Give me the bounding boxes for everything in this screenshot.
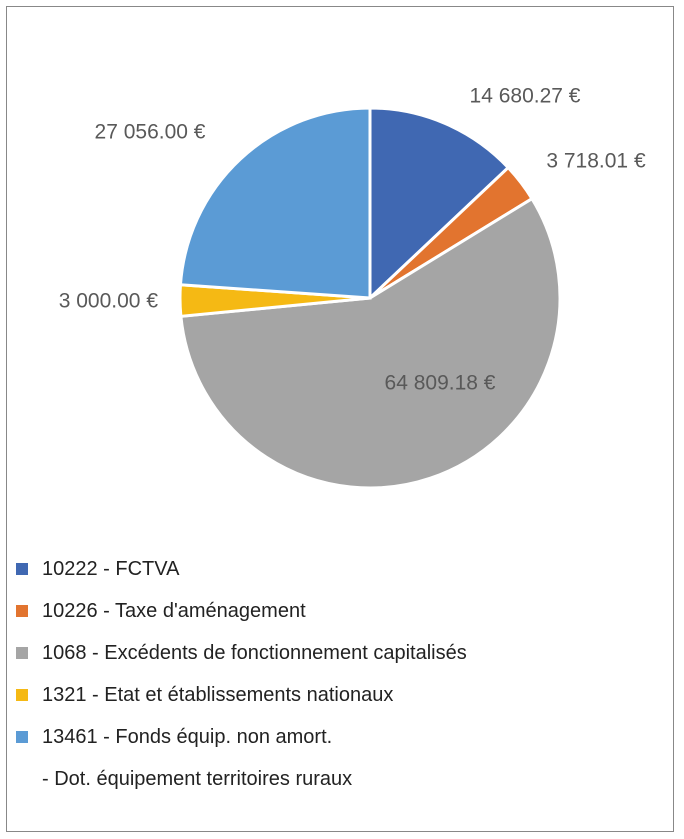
legend-label: 10222 - FCTVA [42, 558, 180, 580]
legend-label: 1068 - Excédents de fonctionnement capit… [42, 642, 467, 664]
chart-frame [6, 6, 674, 832]
data-label: 3 718.01 € [546, 150, 646, 173]
legend-swatch [16, 731, 28, 743]
legend-item: 10226 - Taxe d'aménagement [16, 590, 467, 632]
legend-item: 13461 - Fonds équip. non amort. - Dot. é… [16, 716, 467, 790]
pie-slice [178, 106, 372, 300]
pie-slice [368, 106, 511, 302]
legend-label: 10226 - Taxe d'aménagement [42, 600, 306, 622]
legend-swatch [16, 689, 28, 701]
legend-swatch [16, 647, 28, 659]
legend: 10222 - FCTVA 10226 - Taxe d'aménagement 1… [16, 548, 467, 790]
legend-label: 1321 - Etat et établissements nationaux [42, 684, 394, 706]
pie-slice [179, 196, 562, 490]
legend-item: 10222 - FCTVA [16, 548, 467, 590]
data-label: 3 000.00 € [59, 290, 159, 313]
legend-swatch [16, 605, 28, 617]
data-label: 27 056.00 € [95, 121, 206, 144]
legend-item: 1068 - Excédents de fonctionnement capit… [16, 632, 467, 674]
data-label: 64 809.18 € [385, 372, 496, 395]
data-label: 14 680.27 € [470, 85, 581, 108]
chart: 14 680.27 € 3 718.01 € 64 809.18 € 3 000.00… [59, 85, 646, 490]
legend-swatch [16, 563, 28, 575]
legend-label: 13461 - Fonds équip. non amort. - Dot. é… [42, 726, 353, 790]
legend-item: 1321 - Etat et établissements nationaux [16, 674, 467, 716]
